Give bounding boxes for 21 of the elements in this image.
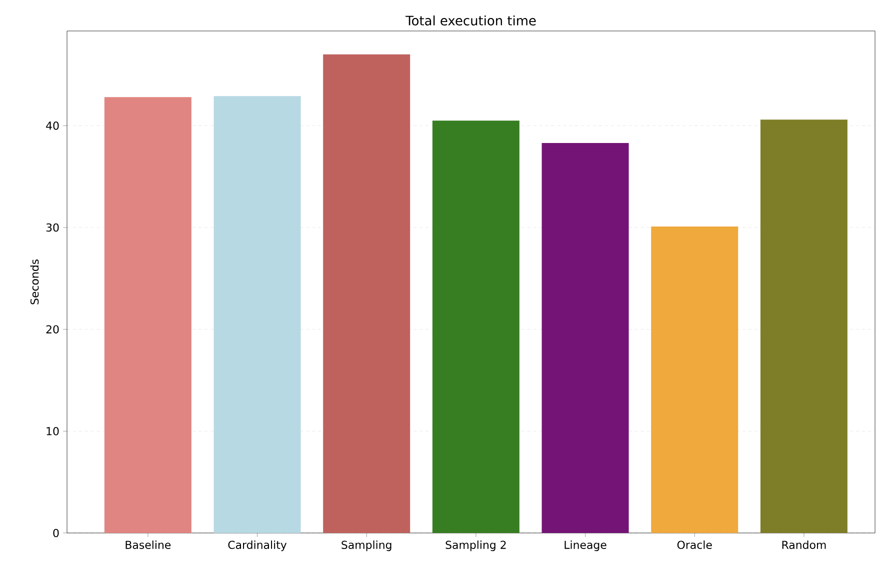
bar (323, 54, 410, 533)
bar (214, 96, 301, 533)
y-tick-label: 0 (53, 528, 59, 538)
bar (542, 142, 629, 533)
bar (760, 120, 848, 533)
bar (432, 120, 520, 533)
x-tick-label: Baseline (126, 540, 171, 549)
y-tick-label: 10 (46, 427, 59, 436)
chart-title: Total execution time (406, 15, 536, 26)
y-tick-label: 40 (46, 122, 59, 130)
x-tick-label: Sampling (342, 540, 392, 552)
x-tick-label: Sampling 2 (446, 540, 506, 552)
x-tick-label: Random (782, 540, 826, 549)
bar (651, 226, 738, 533)
x-tick-label: Cardinality (228, 540, 287, 552)
x-tick-label: Lineage (564, 540, 606, 552)
x-tick-label: Oracle (677, 540, 712, 549)
y-tick-label: 30 (46, 223, 59, 232)
y-axis-title: Seconds (30, 259, 39, 304)
bar (104, 97, 192, 533)
y-tick-label: 20 (46, 325, 59, 334)
